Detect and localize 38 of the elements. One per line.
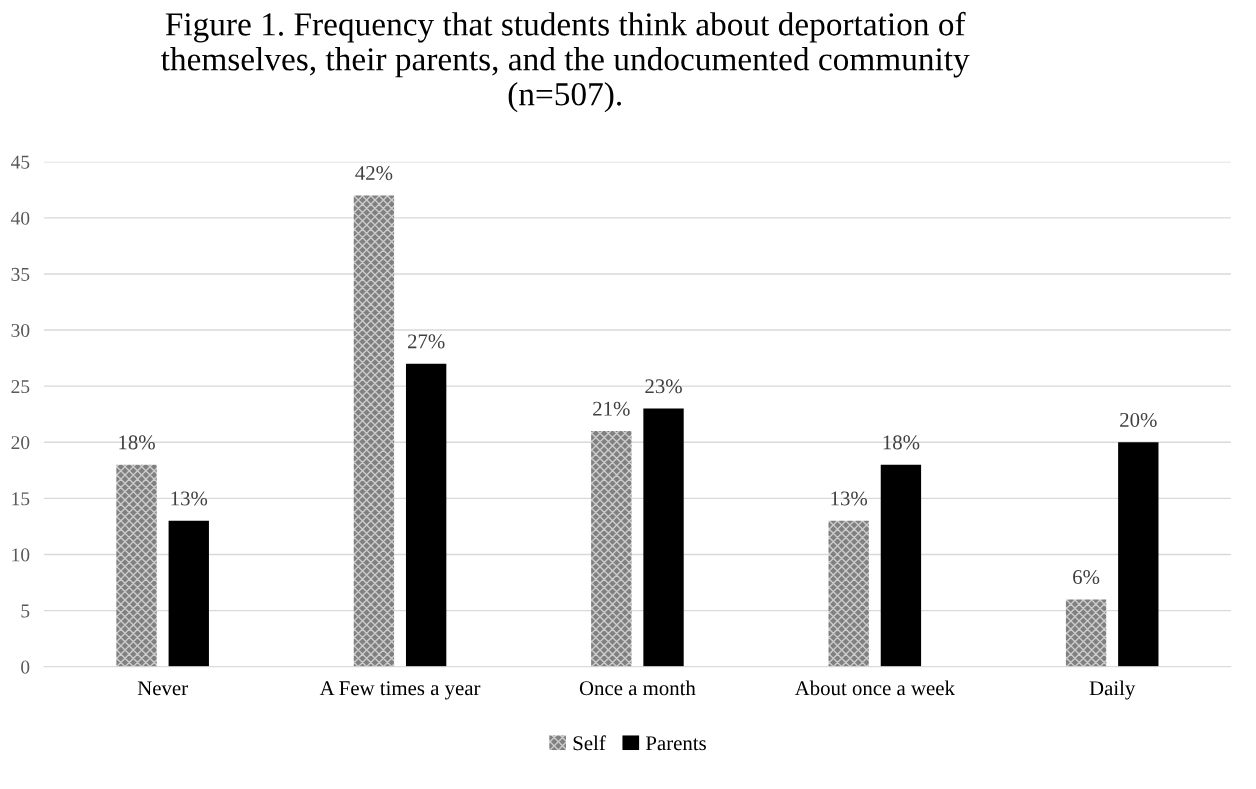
y-tick-label: 10 [12, 548, 30, 562]
y-tick-label: 35 [11, 267, 30, 281]
bar [1065, 599, 1107, 667]
x-tick-label: A Few times a year [319, 681, 481, 700]
bar [405, 363, 447, 667]
data-label: 13% [831, 491, 868, 506]
x-tick-label: About once a week [794, 680, 955, 696]
y-tick-label: 15 [12, 492, 30, 506]
data-label: 20% [1120, 412, 1157, 427]
y-tick-label: 25 [11, 380, 30, 394]
x-tick-label: Once a month [579, 680, 696, 696]
data-label: 27% [407, 334, 445, 349]
bar [880, 464, 922, 667]
legend-label: Self [573, 735, 606, 751]
data-label: 21% [593, 401, 630, 416]
bar [828, 520, 869, 667]
y-tick-label: 0 [21, 660, 30, 674]
legend-label: Parents [645, 736, 706, 751]
chart-title: Figure 1. Frequency that students think about deportation of themselves, their parents, and the undocumented community (n=507). [160, 11, 970, 113]
data-label: 13% [171, 491, 208, 506]
bar [116, 464, 157, 667]
bar [591, 431, 632, 667]
bar [353, 195, 395, 667]
data-label: 42% [355, 166, 393, 181]
y-tick-label: 30 [11, 323, 30, 337]
data-label: 23% [645, 379, 682, 394]
y-tick-label: 40 [11, 211, 30, 225]
data-label: 18% [883, 435, 920, 450]
bar [168, 520, 209, 667]
y-tick-label: 45 [11, 155, 30, 169]
data-label: 18% [119, 435, 155, 450]
y-tick-label: 5 [21, 604, 30, 618]
bar [1118, 442, 1159, 667]
bar [643, 408, 684, 667]
y-tick-label: 20 [11, 436, 30, 450]
x-tick-label: Never [137, 681, 188, 696]
x-tick-label: Daily [1089, 680, 1136, 700]
data-label: 6% [1073, 569, 1100, 585]
